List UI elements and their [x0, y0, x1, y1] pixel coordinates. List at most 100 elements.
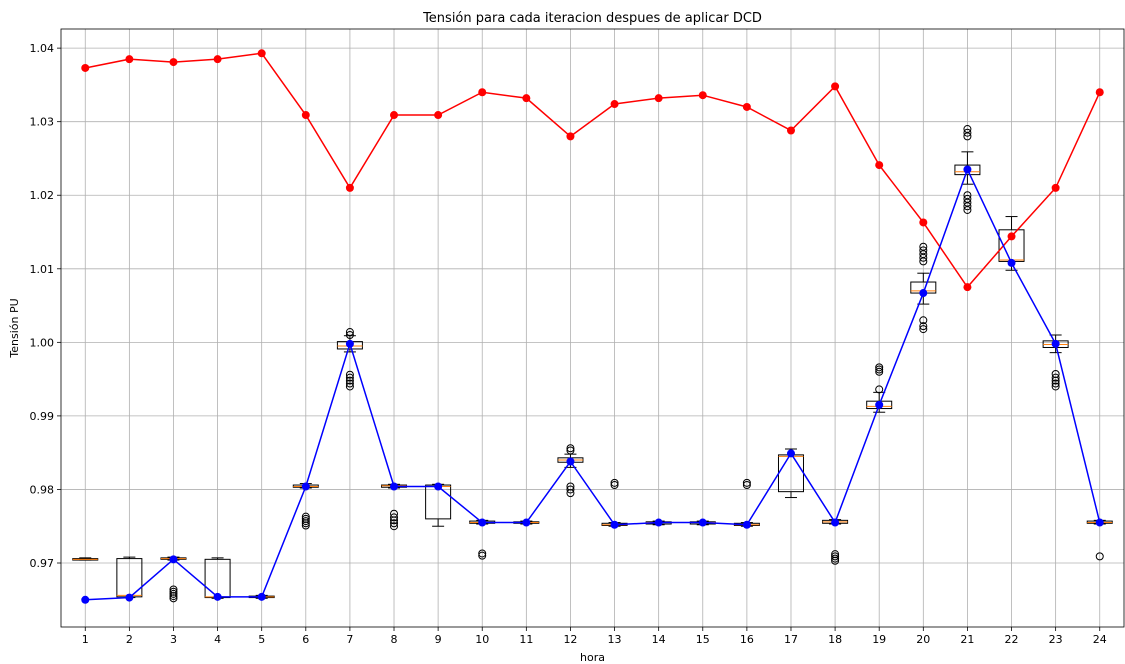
boxplot-outlier [390, 513, 399, 522]
boxplot-outlier [610, 478, 619, 487]
series-point-red [213, 55, 222, 64]
x-tick-label: 21 [960, 633, 974, 646]
boxplot-outlier [963, 191, 972, 200]
series-point-blue [654, 518, 663, 527]
boxplot-outlier [875, 365, 884, 374]
boxplot-outlier [1051, 373, 1060, 382]
series-points [81, 49, 1104, 604]
boxplot-outlier [566, 446, 575, 455]
boxplot-outlier [301, 517, 310, 526]
boxplot-outlier [875, 363, 884, 372]
boxplot-box [954, 164, 981, 176]
series-point-red [919, 218, 928, 227]
boxplot-outlier [478, 549, 487, 558]
series-point-red [169, 58, 178, 67]
series-point-blue [786, 449, 795, 458]
y-axis-label: Tensión PU [8, 298, 21, 358]
x-tick-label: 8 [391, 633, 398, 646]
x-tick-label: 15 [696, 633, 710, 646]
series-point-red [566, 132, 575, 141]
series-point-blue [1051, 339, 1060, 348]
x-tick-label: 4 [214, 633, 221, 646]
series-point-red [786, 126, 795, 135]
boxplot-outlier [478, 551, 487, 560]
x-tick-label: 18 [828, 633, 842, 646]
series-point-blue [522, 518, 531, 527]
series-point-blue [478, 518, 487, 527]
boxplot-outlier [345, 370, 354, 379]
x-tick-label: 13 [608, 633, 622, 646]
boxplot [336, 328, 363, 391]
boxplot-outlier [566, 482, 575, 491]
boxplot-outlier [169, 587, 178, 596]
plot-area [61, 29, 1124, 627]
boxplot-outlier [831, 550, 840, 559]
series-point-red [390, 111, 399, 120]
boxplot-outlier [390, 522, 399, 531]
series-point-blue [698, 518, 707, 527]
series-point-blue [1095, 518, 1104, 527]
boxplot-outlier [345, 379, 354, 388]
boxplot-outlier [1051, 379, 1060, 388]
boxplot-outlier [1051, 369, 1060, 378]
series-point-red [610, 100, 619, 109]
x-tick-label: 12 [563, 633, 577, 646]
boxplot-outlier [301, 512, 310, 521]
boxplot-outlier [963, 194, 972, 203]
plot-frame [60, 28, 1125, 628]
series-point-red [257, 49, 266, 58]
boxplot-outlier [566, 444, 575, 453]
boxplot-outlier [390, 509, 399, 518]
boxplot [954, 125, 981, 214]
x-tick-label: 6 [302, 633, 309, 646]
series-point-red [831, 82, 840, 91]
x-tick-label: 24 [1093, 633, 1107, 646]
boxplot-outlier [345, 328, 354, 337]
boxplot-outlier [831, 552, 840, 561]
boxplot-outlier [169, 589, 178, 598]
series-point-blue [390, 482, 399, 491]
y-tick-label: 1.03 [30, 116, 55, 129]
boxplot-outlier [345, 376, 354, 385]
series-point-red [875, 161, 884, 170]
x-tick-label: 17 [784, 633, 798, 646]
boxplot-outlier [566, 485, 575, 494]
series-point-blue [125, 593, 134, 602]
x-tick-label: 23 [1049, 633, 1063, 646]
y-tick-label: 0.99 [30, 410, 55, 423]
boxplot-outlier [919, 322, 928, 331]
series-point-blue [742, 520, 751, 529]
series-point-red [1007, 232, 1016, 241]
boxplot-outlier [919, 242, 928, 251]
series-point-blue [831, 518, 840, 527]
series-point-blue [610, 520, 619, 529]
series-point-blue [213, 592, 222, 601]
x-tick-label: 16 [740, 633, 754, 646]
series-point-blue [1007, 258, 1016, 267]
series-point-blue [919, 289, 928, 298]
x-tick-label: 14 [652, 633, 666, 646]
y-tick-label: 1.02 [30, 189, 55, 202]
boxplot-outlier [1051, 382, 1060, 391]
series-point-blue [301, 482, 310, 491]
series-point-red [301, 111, 310, 120]
series-point-red [742, 102, 751, 111]
series-point-red [81, 63, 90, 72]
boxplot-outlier [301, 514, 310, 523]
series-point-blue [257, 592, 266, 601]
boxplot-outlier [742, 481, 751, 490]
series-point-red [1095, 88, 1104, 97]
x-tick-label: 1 [82, 633, 89, 646]
x-tick-label: 22 [1005, 633, 1019, 646]
boxplot-outlier [1095, 552, 1104, 561]
boxplot-outlier [919, 316, 928, 325]
x-tick-label: 10 [475, 633, 489, 646]
series-point-red [522, 94, 531, 103]
x-axis-label: hora [580, 651, 605, 664]
series-lines [85, 52, 1101, 601]
boxplot [72, 557, 99, 561]
y-tick-label: 0.98 [30, 483, 55, 496]
series-point-blue [875, 400, 884, 409]
y-tick-label: 1.04 [30, 42, 55, 55]
boxplot-outlier [963, 125, 972, 134]
